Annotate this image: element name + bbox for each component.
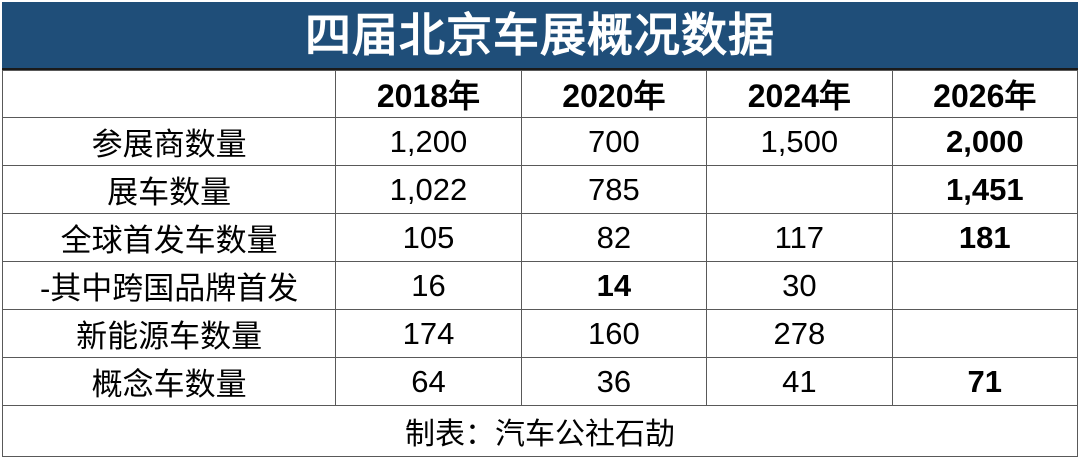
year-header: 2026年	[891, 70, 1079, 118]
cell-value	[891, 309, 1079, 358]
cell-value: 181	[891, 213, 1079, 262]
table-row: 展车数量 1,022 785 1,451	[1, 165, 1079, 214]
table-row: 概念车数量 64 36 41 71	[1, 357, 1079, 406]
cell-value	[706, 165, 893, 214]
cell-value: 30	[706, 261, 893, 310]
table-header-row: 2018年 2020年 2024年 2026年	[1, 70, 1079, 118]
cell-value: 41	[706, 357, 893, 406]
row-label: 参展商数量	[1, 117, 337, 166]
table-row: 全球首发车数量 105 82 117 181	[1, 213, 1079, 262]
cell-value: 105	[335, 213, 522, 262]
table-row: -其中跨国品牌首发 16 14 30	[1, 261, 1079, 310]
table-footer-credit: 制表：汽车公社石劼	[2, 405, 1078, 457]
row-label: 新能源车数量	[1, 309, 337, 358]
row-label: 概念车数量	[1, 357, 337, 406]
cell-value: 16	[335, 261, 522, 310]
cell-value: 2,000	[891, 117, 1079, 166]
row-label: 全球首发车数量	[1, 213, 337, 262]
table-row: 参展商数量 1,200 700 1,500 2,000	[1, 117, 1079, 166]
cell-value: 64	[335, 357, 522, 406]
cell-value: 117	[706, 213, 893, 262]
cell-value: 1,200	[335, 117, 522, 166]
row-label: 展车数量	[1, 165, 337, 214]
cell-value: 82	[520, 213, 708, 262]
cell-value: 785	[520, 165, 708, 214]
row-label: -其中跨国品牌首发	[1, 261, 337, 310]
cell-value: 700	[520, 117, 708, 166]
cell-value: 36	[520, 357, 708, 406]
cell-value: 160	[520, 309, 708, 358]
corner-cell	[1, 70, 337, 118]
year-header: 2024年	[706, 70, 893, 118]
cell-value: 278	[706, 309, 893, 358]
cell-value: 1,022	[335, 165, 522, 214]
table-title: 四届北京车展概况数据	[2, 2, 1078, 70]
cell-value: 1,500	[706, 117, 893, 166]
cell-value: 71	[891, 357, 1079, 406]
table-row: 新能源车数量 174 160 278	[1, 309, 1079, 358]
auto-show-data-table: 2018年 2020年 2024年 2026年 参展商数量 1,200 700 1,500 2…	[1, 70, 1079, 457]
table-footer-row: 制表：汽车公社石劼	[2, 405, 1078, 457]
year-header: 2018年	[335, 70, 522, 118]
cell-value: 174	[335, 309, 522, 358]
cell-value	[891, 261, 1079, 310]
year-header: 2020年	[520, 70, 708, 118]
cell-value: 1,451	[891, 165, 1079, 214]
cell-value: 14	[520, 261, 708, 310]
